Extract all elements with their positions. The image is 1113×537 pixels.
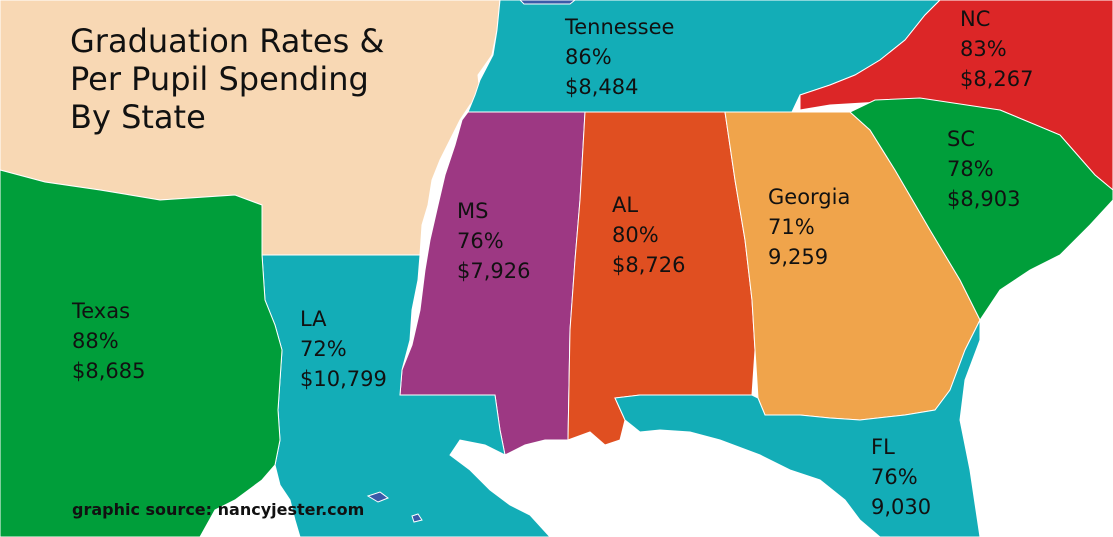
tennessee-spending: $8,484	[565, 75, 639, 99]
texas-rate: 88%	[72, 329, 119, 353]
north-carolina-name: NC	[960, 7, 991, 31]
tennessee-rate: 86%	[565, 45, 612, 69]
louisiana-label: LA 72% $10,799	[300, 304, 387, 394]
alabama-rate: 80%	[612, 223, 659, 247]
south-carolina-rate: 78%	[947, 157, 994, 181]
mississippi-label: MS 76% $7,926	[457, 196, 530, 286]
title-line-3: By State	[70, 98, 206, 136]
lake-shape	[519, 0, 576, 5]
georgia-label: Georgia 71% 9,259	[768, 182, 850, 272]
texas-name: Texas	[72, 299, 131, 323]
alabama-label: AL 80% $8,726	[612, 190, 685, 280]
louisiana-name: LA	[300, 307, 327, 331]
alabama-name: AL	[612, 193, 639, 217]
florida-label: FL 76% 9,030	[871, 432, 931, 522]
mississippi-spending: $7,926	[457, 259, 531, 283]
title-line-2: Per Pupil Spending	[70, 60, 369, 98]
georgia-name: Georgia	[768, 185, 851, 209]
title-line-1: Graduation Rates &	[70, 22, 385, 60]
north-carolina-rate: 83%	[960, 37, 1007, 61]
florida-spending: 9,030	[871, 495, 932, 519]
tennessee-name: Tennessee	[565, 15, 675, 39]
texas-shape	[0, 169, 283, 537]
texas-spending: $8,685	[72, 359, 146, 383]
georgia-spending: 9,259	[768, 245, 829, 269]
mississippi-rate: 76%	[457, 229, 504, 253]
tennessee-label: Tennessee 86% $8,484	[565, 12, 674, 102]
alabama-spending: $8,726	[612, 253, 686, 277]
florida-name: FL	[871, 435, 895, 459]
south-carolina-shape	[849, 97, 1113, 321]
map-title: Graduation Rates & Per Pupil Spending By…	[70, 22, 384, 136]
graphic-source: graphic source: nancyjester.com	[72, 500, 365, 519]
florida-rate: 76%	[871, 465, 918, 489]
lake-shape-small	[366, 491, 390, 503]
lake-shape-tiny	[411, 513, 423, 523]
florida-shape	[614, 319, 981, 537]
south-carolina-label: SC 78% $8,903	[947, 124, 1020, 214]
louisiana-spending: $10,799	[300, 367, 387, 391]
louisiana-rate: 72%	[300, 337, 347, 361]
south-carolina-spending: $8,903	[947, 187, 1021, 211]
south-carolina-name: SC	[947, 127, 975, 151]
mississippi-name: MS	[457, 199, 489, 223]
georgia-rate: 71%	[768, 215, 815, 239]
north-carolina-spending: $8,267	[960, 67, 1034, 91]
north-carolina-label: NC 83% $8,267	[960, 4, 1033, 94]
texas-label: Texas 88% $8,685	[72, 296, 145, 386]
